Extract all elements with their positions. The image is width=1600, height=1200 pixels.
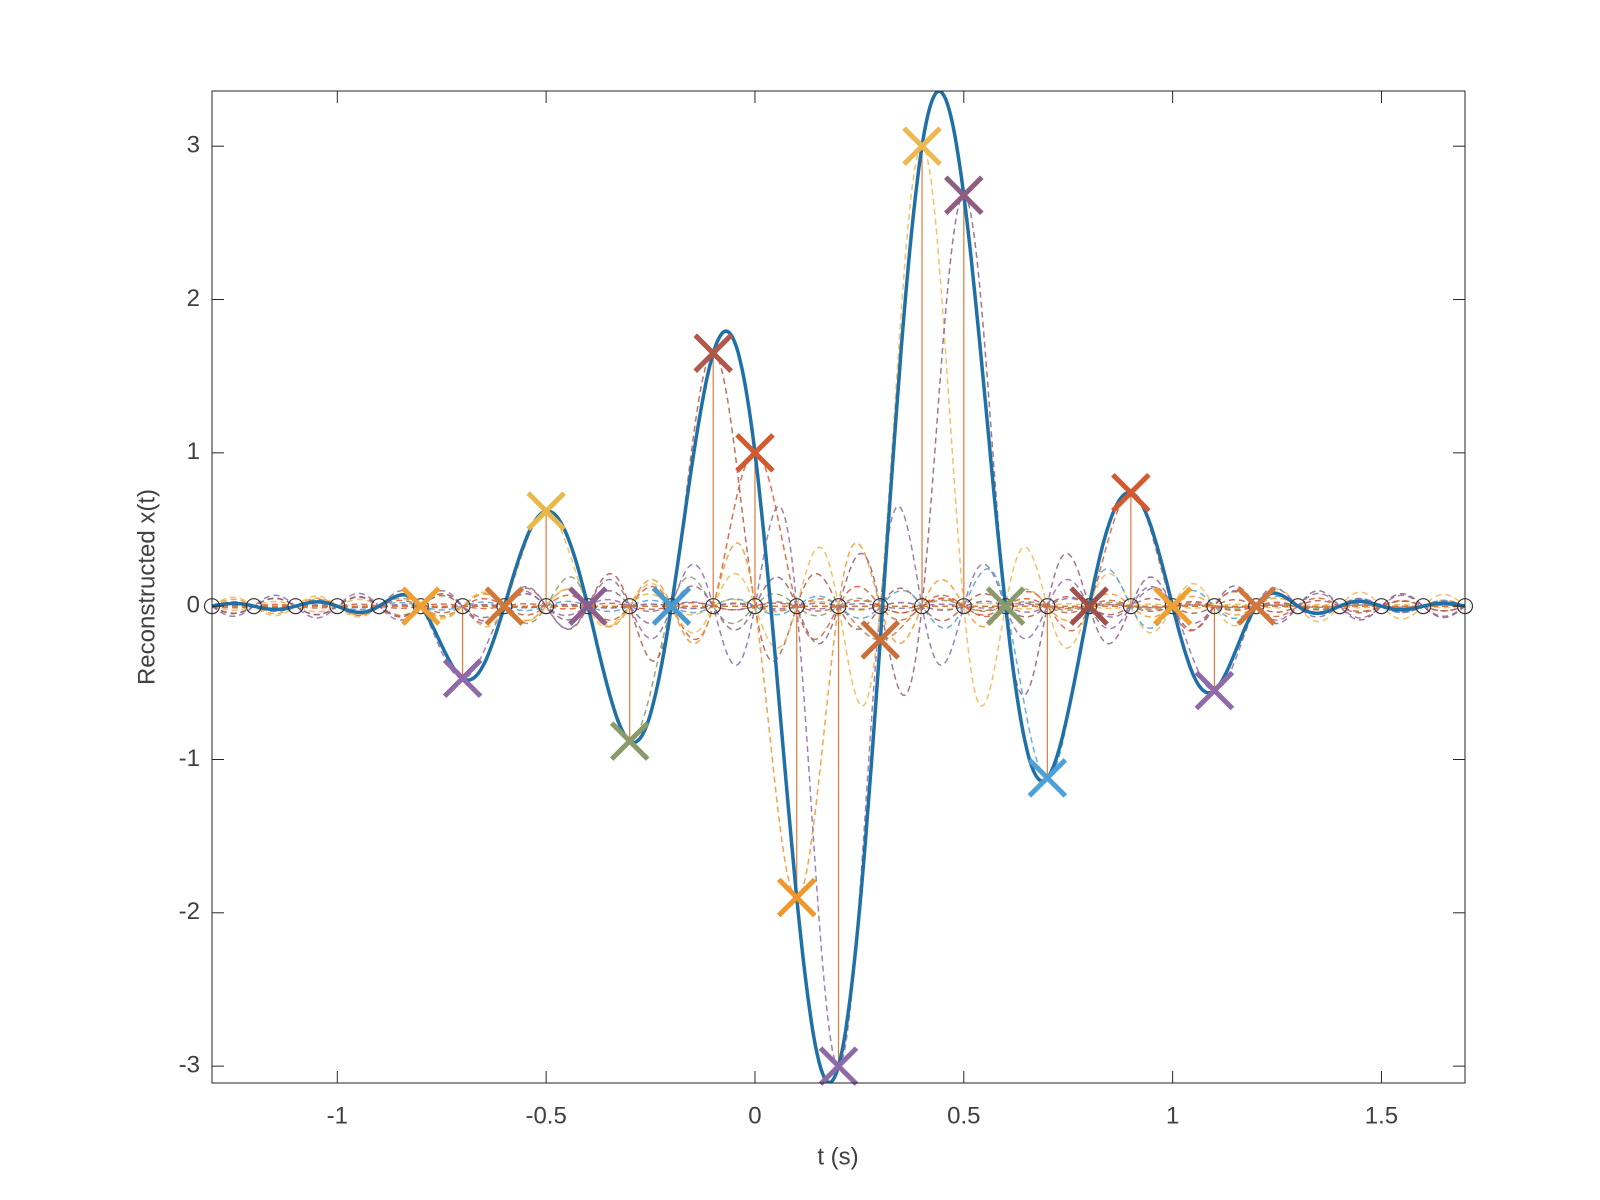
sample-circle [370, 598, 388, 615]
sample-circle [1248, 598, 1265, 615]
sample-marker [1027, 758, 1068, 798]
sample-circle [705, 598, 722, 615]
sample-circle [872, 598, 889, 615]
sample-marker [609, 721, 650, 761]
sample-circle [454, 598, 471, 615]
sample-circle [1415, 598, 1432, 615]
sample-marker [818, 1046, 859, 1086]
sample-circle [830, 598, 847, 615]
axes-box [211, 90, 1466, 1084]
sample-marker [1236, 586, 1276, 626]
sample-marker [860, 620, 901, 660]
sample-circle [621, 598, 638, 615]
y-tick-label: 3 [187, 132, 200, 159]
x-tick-label: -0.5 [525, 1102, 566, 1129]
sample-circle [955, 598, 972, 615]
x-tick-label: 1 [1166, 1102, 1179, 1129]
sample-circle [1206, 598, 1223, 615]
sample-circle [746, 598, 764, 615]
sample-marker [735, 433, 775, 473]
sample-marker [1194, 670, 1235, 711]
sample-marker [1111, 472, 1151, 513]
x-tick-label: 0.5 [947, 1102, 980, 1129]
sample-marker [776, 877, 817, 918]
sample-marker [442, 658, 483, 698]
sample-circle [1373, 598, 1390, 615]
sample-circle [538, 598, 555, 615]
sample-marker [484, 586, 525, 626]
sample-circle [412, 598, 429, 615]
sample-circle [913, 598, 931, 615]
y-axis-label: Reconstructed x(t) [133, 489, 160, 685]
sample-marker [568, 586, 608, 626]
y-tick-label: 2 [187, 285, 200, 312]
sample-circle [1080, 598, 1098, 615]
sample-circle [1122, 598, 1139, 615]
sample-marker [902, 126, 942, 166]
x-tick-label: 1.5 [1365, 1102, 1398, 1129]
axes-layer: -1 -0.5 0 0.5 1 1.5 -3 -2 -1 0 1 2 3 [179, 91, 1474, 1129]
sample-marker [985, 586, 1026, 626]
sample-circle [579, 598, 597, 615]
sample-circle [1331, 598, 1348, 615]
sample-marker [1152, 586, 1193, 626]
sample-marker [693, 333, 733, 373]
sample-circle [496, 598, 513, 615]
y-tick-label: -3 [179, 1051, 200, 1078]
sample-marker [651, 586, 692, 626]
sample-marker [401, 586, 441, 626]
sample-circle [245, 598, 262, 615]
x-tick-label: -1 [327, 1102, 348, 1129]
sample-circle [287, 598, 304, 615]
y-tick-label: -1 [179, 745, 200, 772]
sample-circle [1039, 598, 1056, 615]
y-tick-label: 0 [187, 592, 200, 619]
sample-circle [997, 598, 1014, 615]
sample-marker [1069, 586, 1109, 626]
sample-circle [663, 598, 680, 615]
sample-circle [1164, 598, 1181, 615]
sample-circle [1289, 598, 1307, 615]
sample-circle [788, 598, 805, 615]
sample-marker [944, 175, 984, 216]
x-axis-label: t (s) [817, 1143, 858, 1170]
x-tick-label: 0 [748, 1102, 761, 1129]
y-tick-label: -2 [179, 898, 200, 925]
sample-circle [329, 598, 346, 615]
y-tick-label: 1 [187, 438, 200, 465]
sample-marker [526, 491, 566, 531]
